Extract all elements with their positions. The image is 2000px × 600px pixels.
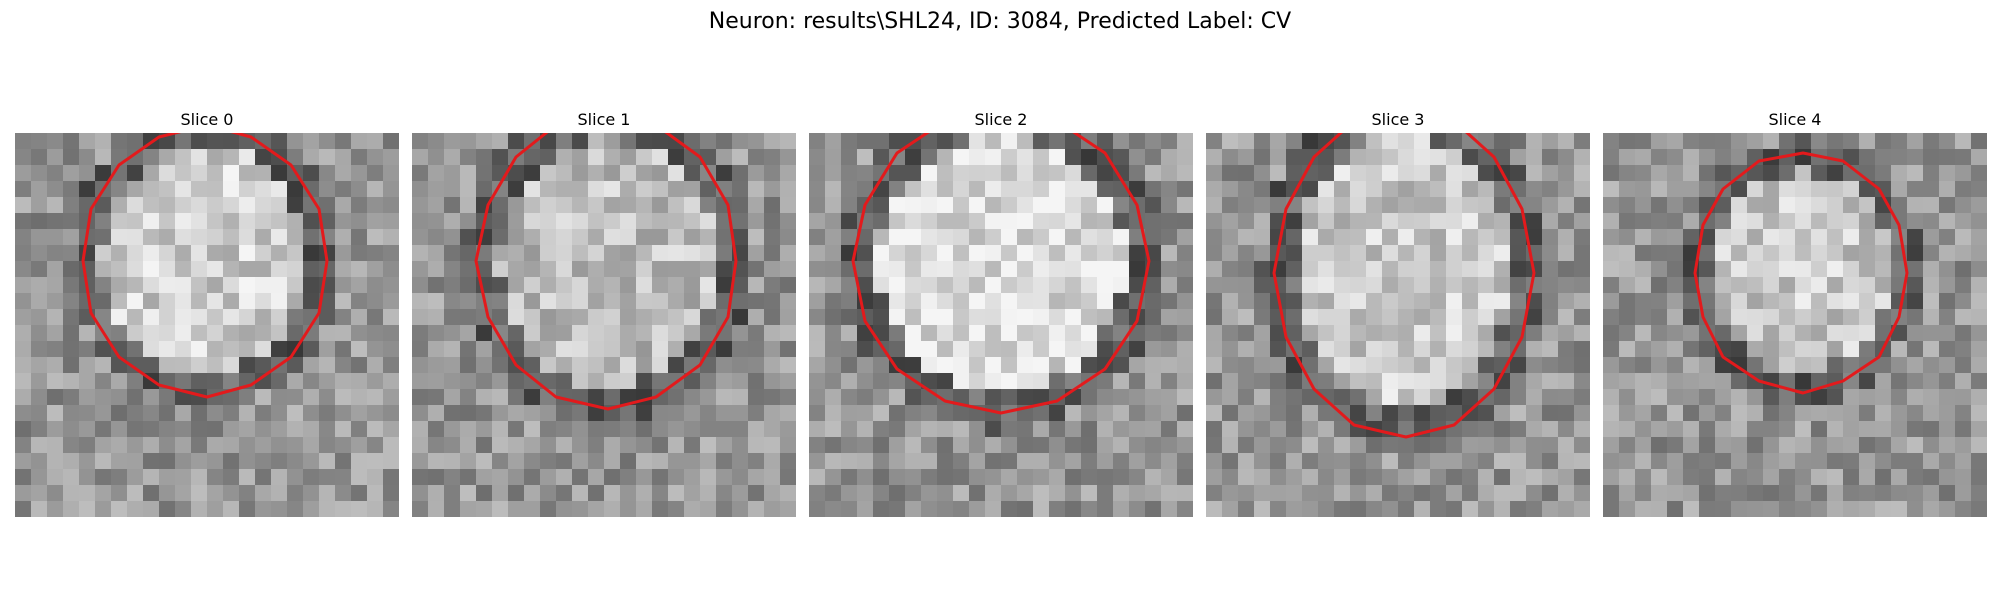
slice-title: Slice 3	[1371, 110, 1425, 129]
slice-image	[809, 133, 1193, 517]
slice-image	[1206, 133, 1590, 517]
contour-outline	[81, 133, 329, 399]
slice-title: Slice 4	[1768, 110, 1822, 129]
slice-title: Slice 0	[180, 110, 234, 129]
contour-outline	[1693, 151, 1909, 395]
figure-title: Neuron: results\SHL24, ID: 3084, Predict…	[708, 9, 1292, 34]
contour-outline	[851, 133, 1151, 415]
slice-title: Slice 1	[577, 110, 631, 129]
slice-panel-3: Slice 3	[1206, 110, 1590, 517]
slice-panel-2: Slice 2	[809, 110, 1193, 517]
contour-outline	[474, 133, 738, 411]
slice-panel-0: Slice 0	[15, 110, 399, 517]
slice-title: Slice 2	[974, 110, 1028, 129]
slice-image	[1603, 133, 1987, 517]
slice-image	[15, 133, 399, 517]
slice-image	[412, 133, 796, 517]
contour-outline	[1272, 133, 1536, 439]
slice-panel-1: Slice 1	[412, 110, 796, 517]
slice-panel-4: Slice 4	[1603, 110, 1987, 517]
